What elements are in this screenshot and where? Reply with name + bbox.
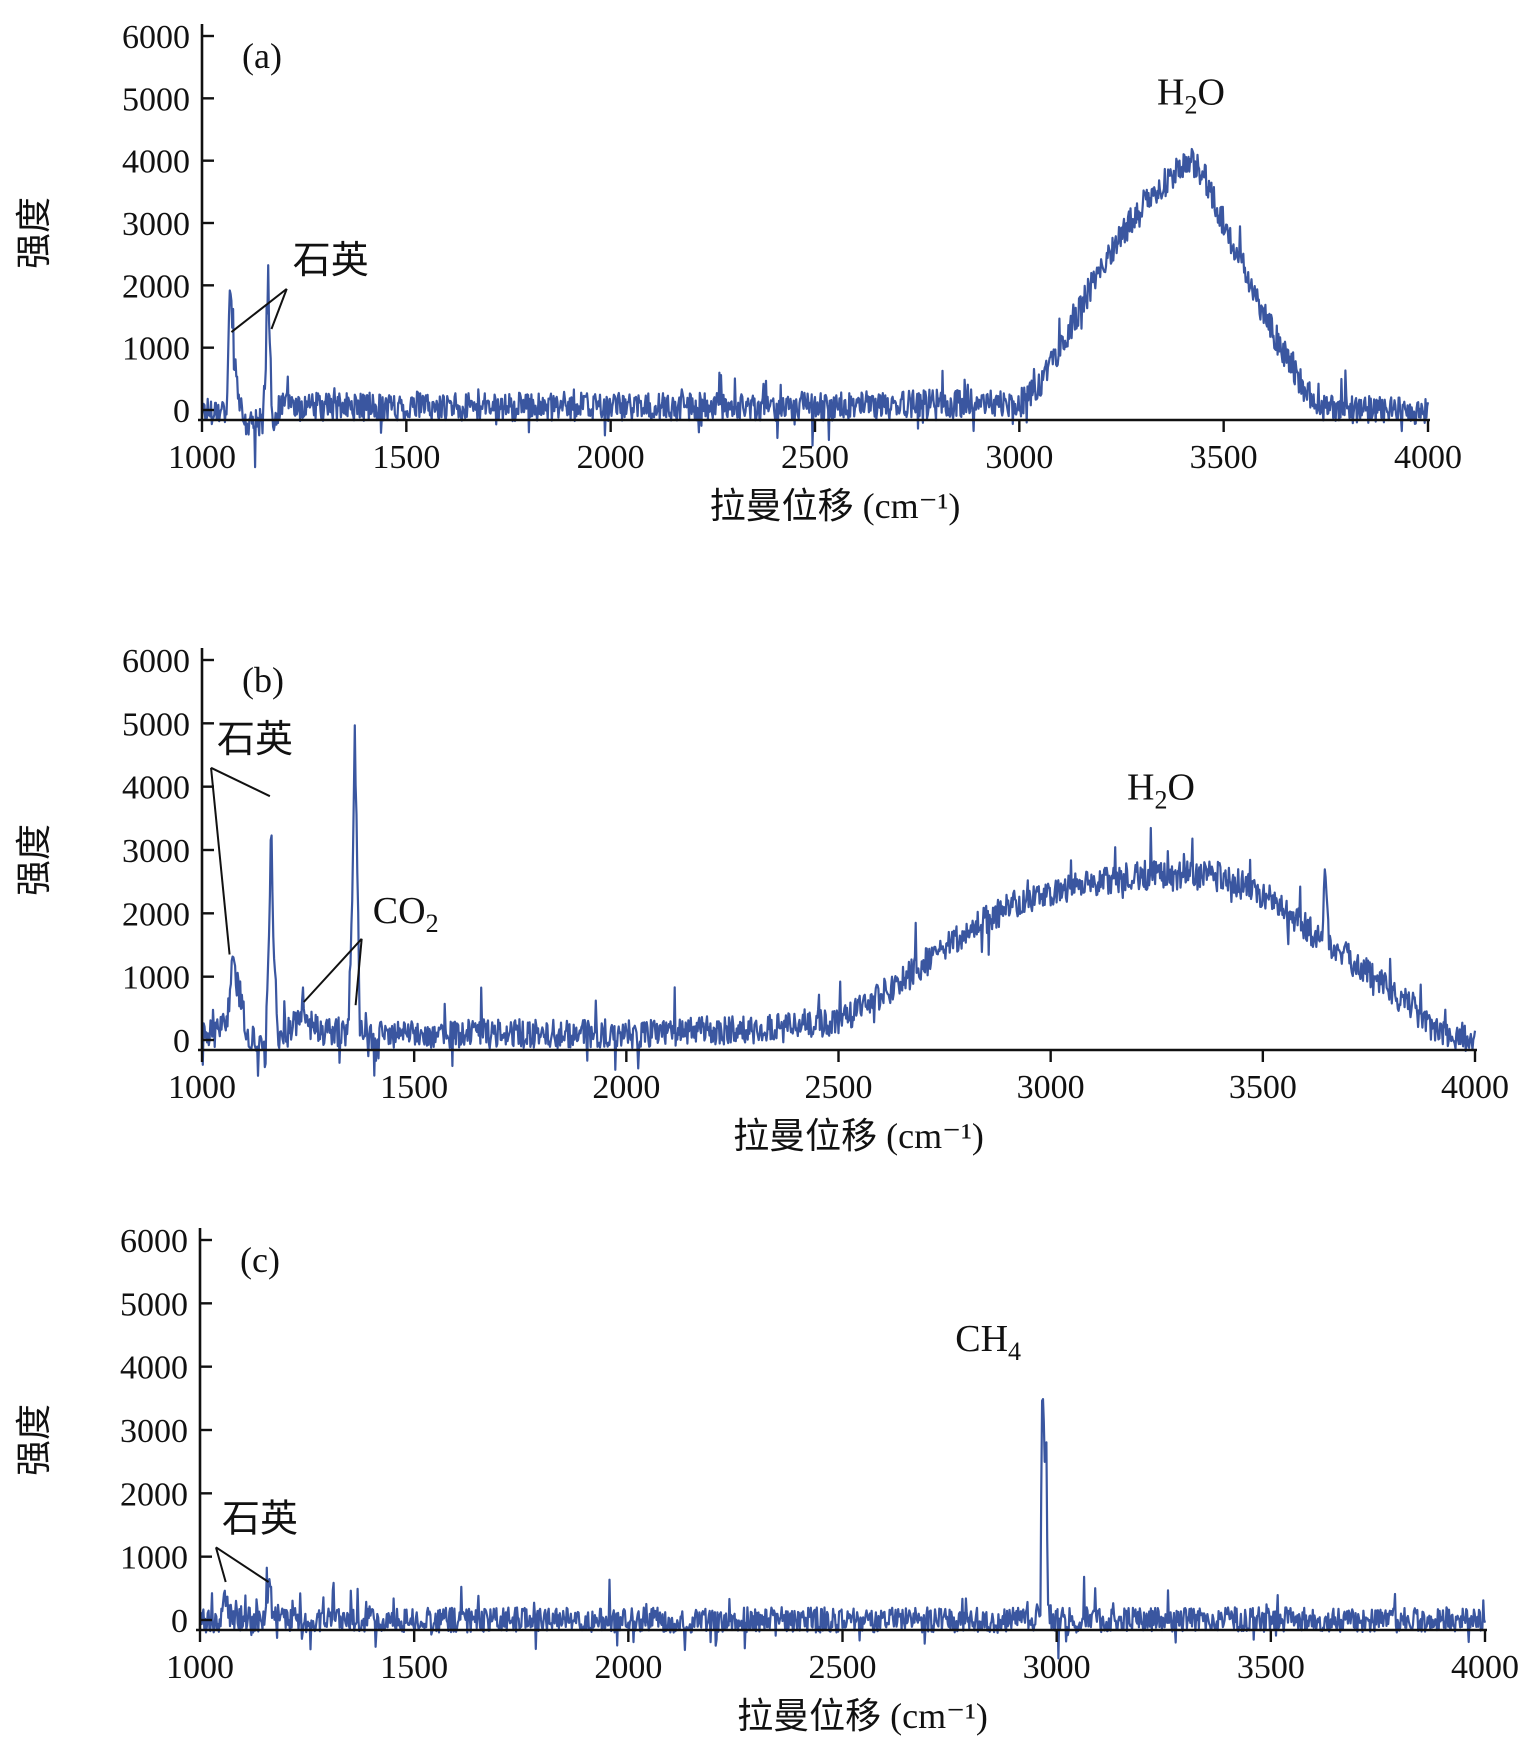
y-tick-label: 1000 <box>122 960 190 997</box>
x-tick-label: 2500 <box>805 1069 873 1106</box>
y-tick-label: 5000 <box>122 81 190 118</box>
y-tick-label: 5000 <box>122 706 190 743</box>
y-tick-label: 6000 <box>122 19 190 56</box>
spectrum-line <box>198 1397 1487 1660</box>
x-tick-label: 3000 <box>1023 1649 1091 1686</box>
x-tick-label: 1500 <box>380 1649 448 1686</box>
annotation-pointer <box>230 288 288 333</box>
y-tick-label: 0 <box>173 1023 190 1060</box>
y-tick-label: 0 <box>173 393 190 430</box>
x-tick-label: 4000 <box>1394 439 1462 476</box>
y-tick-label: 4000 <box>122 144 190 181</box>
annotation-pointer <box>354 938 363 1006</box>
panel-label: (c) <box>240 1240 280 1280</box>
x-tick-label: 1000 <box>168 439 236 476</box>
x-axis-label: 拉曼位移 (cm⁻¹) <box>737 1696 988 1736</box>
y-tick-label: 1000 <box>120 1540 188 1577</box>
x-tick-label: 1000 <box>168 1069 236 1106</box>
y-tick-label: 3000 <box>122 206 190 243</box>
annotation-label: 石英 <box>217 719 293 761</box>
x-tick-label: 1000 <box>166 1649 234 1686</box>
annotation-label: 石英 <box>222 1498 298 1540</box>
x-tick-label: 3000 <box>985 439 1053 476</box>
chart-panel-c: 0 1000 2000 3000 4000 5000 6000 1000 1500 2000 250… <box>14 1223 1519 1736</box>
annotation-label: 石英 <box>293 240 369 282</box>
y-axis-label: 强度 <box>14 197 54 269</box>
annotation-label: H2O <box>1127 766 1195 814</box>
y-tick-label: 3000 <box>122 833 190 870</box>
y-axis-label: 强度 <box>14 1404 54 1476</box>
x-tick-label: 4000 <box>1451 1649 1519 1686</box>
x-tick-label: 3000 <box>1017 1069 1085 1106</box>
panel-label: (b) <box>242 660 284 700</box>
x-tick-label: 2000 <box>592 1069 660 1106</box>
y-tick-label: 6000 <box>120 1223 188 1260</box>
spectrum-line <box>200 147 1430 469</box>
y-tick-label: 4000 <box>122 770 190 807</box>
x-tick-label: 1500 <box>380 1069 448 1106</box>
x-tick-label: 2000 <box>577 439 645 476</box>
annotation-pointer <box>270 288 288 330</box>
y-tick-label: 0 <box>171 1603 188 1640</box>
annotation-pointer <box>215 1547 227 1583</box>
annotation-pointer <box>215 1546 270 1583</box>
annotation-pointer <box>210 766 271 798</box>
y-tick-label: 5000 <box>120 1286 188 1323</box>
x-tick-label: 1500 <box>372 439 440 476</box>
annotation-label: H2O <box>1157 72 1225 120</box>
x-tick-label: 2500 <box>809 1649 877 1686</box>
x-tick-label: 2500 <box>781 439 849 476</box>
annotation-pointer <box>303 938 363 1003</box>
y-axis-label: 强度 <box>14 824 54 896</box>
x-tick-label: 3500 <box>1190 439 1258 476</box>
x-tick-label: 4000 <box>1441 1069 1509 1106</box>
chart-panel-b: 0 1000 2000 3000 4000 5000 6000 1000 1500 2000 250… <box>14 643 1509 1156</box>
x-axis-label: 拉曼位移 (cm⁻¹) <box>733 1116 984 1156</box>
x-axis-label: 拉曼位移 (cm⁻¹) <box>710 486 961 526</box>
y-tick-label: 2000 <box>120 1476 188 1513</box>
spectrum-line <box>200 724 1477 1077</box>
y-tick-label: 2000 <box>122 268 190 305</box>
y-tick-label: 1000 <box>122 331 190 368</box>
y-tick-label: 6000 <box>122 643 190 680</box>
y-tick-label: 2000 <box>122 896 190 933</box>
y-tick-label: 4000 <box>120 1350 188 1387</box>
chart-panel-a: 0 1000 2000 3000 4000 5000 6000 1000 1500 2000 250… <box>14 19 1462 526</box>
x-tick-label: 3500 <box>1229 1069 1297 1106</box>
y-tick-label: 3000 <box>120 1413 188 1450</box>
annotation-pointer <box>210 767 231 955</box>
annotation-label: CH4 <box>955 1318 1021 1366</box>
annotation-label: CO2 <box>373 890 439 938</box>
x-tick-label: 2000 <box>594 1649 662 1686</box>
x-tick-label: 3500 <box>1237 1649 1305 1686</box>
panel-label: (a) <box>242 36 282 76</box>
